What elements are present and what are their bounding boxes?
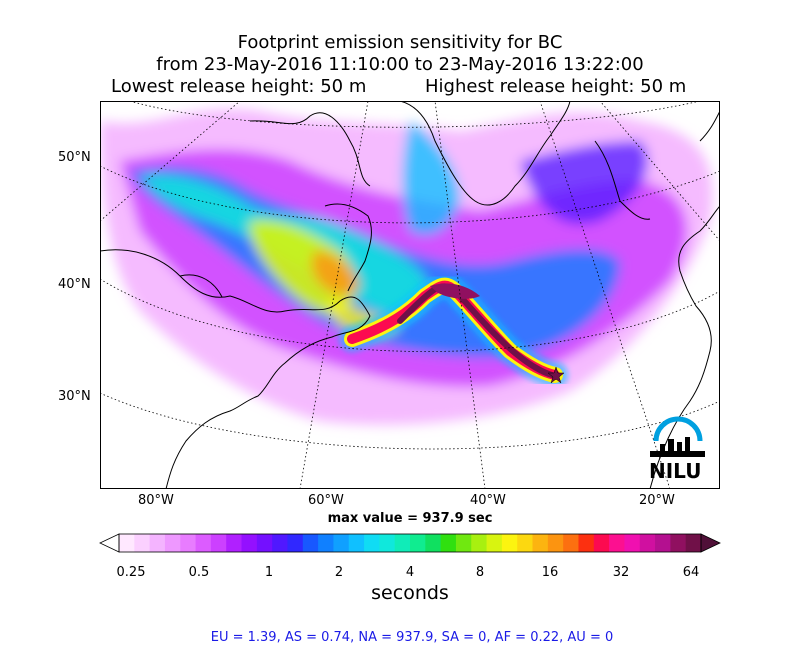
colorbar-cell (348, 534, 365, 552)
colorbar-cell (486, 534, 503, 552)
colorbar-units: seconds (371, 582, 449, 604)
colorbar-cell (593, 534, 610, 552)
colorbar-cell (195, 534, 212, 552)
coastlines (100, 101, 720, 489)
colorbar-cell (119, 534, 135, 552)
colorbar (99, 533, 721, 553)
colorbar-cell (547, 534, 564, 552)
colorbar-cell (180, 534, 197, 552)
colorbar-tick: 64 (682, 565, 700, 580)
colorbar-cell (609, 534, 625, 552)
lat-label-30: 30°N (58, 389, 91, 404)
colorbar-cell (578, 534, 595, 552)
lowest-release-height: Lowest release height: 50 m (111, 76, 367, 97)
colorbar-cell (685, 534, 702, 552)
max-value-label: max value = 937.9 sec (327, 511, 493, 526)
colorbar-cell (501, 534, 518, 552)
release-site-marker (547, 366, 565, 384)
colorbar-cell (639, 534, 656, 552)
colorbar-tick: 1 (264, 565, 274, 580)
colorbar-cell (379, 534, 396, 552)
lon-label-60: 60°W (308, 493, 344, 508)
colorbar-cell (670, 534, 687, 552)
highest-release-height: Highest release height: 50 m (425, 76, 687, 97)
colorbar-tick: 0.5 (188, 565, 210, 580)
region-summary: EU = 1.39, AS = 0.74, NA = 937.9, SA = 0… (210, 630, 614, 645)
colorbar-over-arrow (700, 533, 721, 553)
colorbar-cell (302, 534, 319, 552)
colorbar-cell (455, 534, 472, 552)
colorbar-cell (226, 534, 243, 552)
colorbar-cell (149, 534, 166, 552)
lon-label-80: 80°W (138, 493, 174, 508)
footprint-map: NILU (100, 101, 720, 489)
colorbar-cell (364, 534, 380, 552)
colorbar-cell (425, 534, 442, 552)
colorbar-under-arrow (99, 533, 120, 553)
colorbar-tick: 8 (475, 565, 485, 580)
colorbar-tick: 4 (405, 565, 415, 580)
colorbar-cell (287, 534, 304, 552)
colorbar-cell (624, 534, 641, 552)
plot-title: Footprint emission sensitivity for BC (237, 32, 563, 53)
colorbar-cell (241, 534, 258, 552)
colorbar-cell (440, 534, 457, 552)
release-plume (339, 272, 568, 388)
colorbar-cell (410, 534, 426, 552)
colorbar-tick: 2 (334, 565, 344, 580)
colorbar-cell (164, 534, 181, 552)
lon-label-20: 20°W (639, 493, 675, 508)
colorbar-cell (318, 534, 334, 552)
colorbar-tick: 0.25 (116, 565, 146, 580)
colorbar-tick: 32 (612, 565, 630, 580)
colorbar-cell (532, 534, 549, 552)
colorbar-cell (517, 534, 534, 552)
sensitivity-field (100, 108, 713, 425)
lat-label-50: 50°N (58, 150, 91, 165)
colorbar-cell (256, 534, 273, 552)
colorbar-cell (272, 534, 288, 552)
colorbar-tick: 16 (541, 565, 559, 580)
lat-label-40: 40°N (58, 277, 91, 292)
colorbar-cell (471, 534, 488, 552)
plot-subtitle-period: from 23-May-2016 11:10:00 to 23-May-2016… (156, 54, 644, 75)
logo-text: NILU (649, 459, 701, 483)
colorbar-cell (333, 534, 350, 552)
nilu-logo: NILU (649, 416, 705, 483)
colorbar-cell (394, 534, 411, 552)
graticule (100, 101, 720, 489)
lon-label-40: 40°W (470, 493, 506, 508)
colorbar-cell (134, 534, 151, 552)
colorbar-cell (210, 534, 227, 552)
colorbar-cell (563, 534, 579, 552)
colorbar-cell (655, 534, 671, 552)
